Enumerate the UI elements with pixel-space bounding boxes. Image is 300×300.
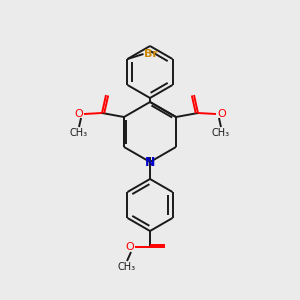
Text: CH₃: CH₃ bbox=[70, 128, 88, 138]
Text: CH₃: CH₃ bbox=[212, 128, 230, 138]
Text: N: N bbox=[145, 155, 155, 169]
Text: Br: Br bbox=[145, 49, 158, 59]
Text: O: O bbox=[125, 242, 134, 252]
Text: O: O bbox=[74, 109, 83, 119]
Text: CH₃: CH₃ bbox=[118, 262, 136, 272]
Text: O: O bbox=[217, 109, 226, 119]
